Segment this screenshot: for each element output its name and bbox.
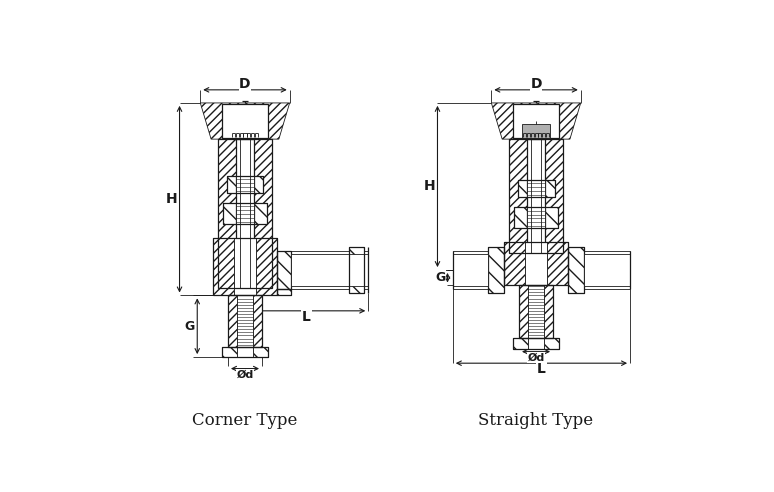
Text: Ød: Ød bbox=[527, 353, 545, 363]
Bar bbox=[453, 254, 488, 286]
Bar bbox=[584, 251, 630, 289]
Bar bbox=[238, 347, 252, 357]
Bar bbox=[218, 139, 272, 288]
Bar bbox=[227, 176, 263, 193]
Bar bbox=[236, 139, 254, 288]
Bar bbox=[228, 295, 238, 347]
Bar bbox=[527, 139, 546, 253]
Bar bbox=[518, 180, 554, 197]
Bar bbox=[546, 180, 554, 197]
Bar bbox=[213, 238, 277, 295]
Bar bbox=[519, 285, 553, 338]
Bar bbox=[291, 259, 368, 281]
Bar bbox=[509, 139, 527, 253]
Bar bbox=[522, 123, 550, 138]
Bar bbox=[584, 259, 630, 281]
Bar bbox=[518, 180, 527, 197]
Bar bbox=[526, 242, 546, 285]
Bar bbox=[224, 203, 236, 224]
Text: G: G bbox=[436, 271, 446, 284]
Bar bbox=[527, 180, 546, 197]
Bar bbox=[236, 203, 254, 224]
Bar bbox=[504, 242, 568, 285]
Bar bbox=[227, 176, 236, 193]
Polygon shape bbox=[277, 289, 291, 295]
Bar bbox=[529, 285, 544, 338]
Bar bbox=[218, 139, 236, 288]
Polygon shape bbox=[200, 103, 289, 139]
Bar bbox=[513, 338, 559, 349]
Bar bbox=[513, 338, 529, 349]
Bar bbox=[255, 238, 277, 295]
Text: D: D bbox=[530, 77, 542, 91]
Bar bbox=[515, 207, 527, 228]
Bar bbox=[277, 251, 291, 289]
Bar bbox=[546, 139, 563, 253]
Text: H: H bbox=[424, 180, 436, 193]
Bar bbox=[453, 251, 488, 289]
Bar bbox=[584, 254, 630, 286]
Polygon shape bbox=[491, 103, 580, 139]
Bar bbox=[544, 285, 553, 338]
Bar bbox=[222, 347, 238, 357]
Bar bbox=[291, 254, 368, 286]
Bar bbox=[277, 251, 291, 289]
Bar bbox=[224, 203, 266, 224]
Text: L: L bbox=[537, 362, 546, 376]
Bar bbox=[222, 347, 268, 357]
Bar bbox=[349, 247, 365, 293]
Bar bbox=[546, 207, 557, 228]
Text: Ød: Ød bbox=[236, 370, 254, 380]
Bar bbox=[515, 207, 557, 228]
Bar bbox=[519, 285, 529, 338]
Bar bbox=[254, 203, 266, 224]
Bar bbox=[527, 207, 546, 228]
Bar bbox=[529, 338, 544, 349]
Bar bbox=[252, 347, 268, 357]
Bar bbox=[568, 247, 584, 293]
Bar bbox=[349, 247, 365, 293]
Bar bbox=[254, 139, 272, 288]
Bar bbox=[488, 247, 504, 293]
Text: Straight Type: Straight Type bbox=[478, 412, 594, 430]
Bar bbox=[235, 238, 255, 295]
Bar bbox=[513, 104, 559, 138]
Bar bbox=[544, 338, 559, 349]
Bar bbox=[236, 176, 254, 193]
Bar bbox=[222, 104, 268, 138]
Bar bbox=[291, 251, 368, 289]
Text: D: D bbox=[239, 77, 251, 91]
Bar bbox=[228, 295, 262, 347]
Bar bbox=[453, 259, 488, 281]
Bar bbox=[509, 139, 563, 253]
Bar bbox=[568, 247, 584, 293]
Text: G: G bbox=[184, 320, 195, 333]
Bar bbox=[213, 238, 235, 295]
Bar bbox=[238, 295, 252, 347]
Text: Corner Type: Corner Type bbox=[192, 412, 298, 430]
Bar bbox=[546, 242, 568, 285]
Text: L: L bbox=[302, 310, 311, 324]
Text: H: H bbox=[166, 192, 178, 206]
Bar bbox=[252, 295, 262, 347]
Bar bbox=[254, 176, 263, 193]
Bar bbox=[488, 247, 504, 293]
Bar bbox=[504, 242, 526, 285]
